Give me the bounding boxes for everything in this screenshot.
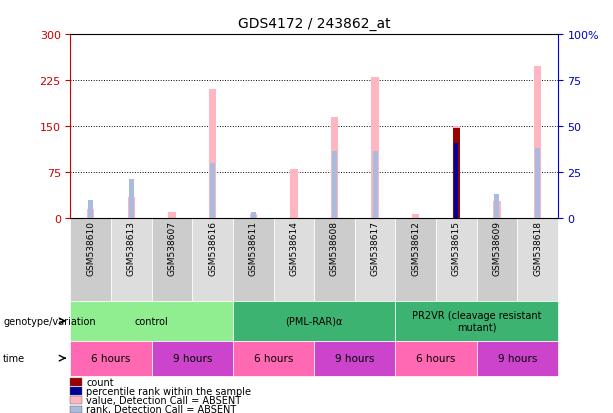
Bar	[454, 144, 458, 219]
Text: 6 hours: 6 hours	[254, 353, 293, 363]
Bar	[129, 179, 134, 219]
Bar	[290, 170, 297, 219]
Bar	[495, 195, 500, 219]
Bar	[210, 164, 215, 219]
Title: GDS4172 / 243862_at: GDS4172 / 243862_at	[238, 17, 390, 31]
Text: 9 hours: 9 hours	[173, 353, 212, 363]
Bar	[452, 127, 460, 219]
Text: PR2VR (cleavage resistant
mutant): PR2VR (cleavage resistant mutant)	[412, 310, 541, 332]
Bar	[169, 213, 176, 219]
Text: (PML-RAR)α: (PML-RAR)α	[286, 316, 343, 326]
Bar	[412, 214, 419, 219]
Text: 9 hours: 9 hours	[335, 353, 375, 363]
Bar	[453, 128, 460, 219]
Bar	[251, 213, 256, 219]
Bar	[331, 118, 338, 219]
Text: time: time	[3, 353, 25, 363]
Bar	[332, 152, 337, 219]
Text: 6 hours: 6 hours	[416, 353, 455, 363]
Bar	[371, 78, 379, 219]
Bar	[209, 90, 216, 219]
Bar	[493, 202, 501, 219]
Bar	[373, 152, 378, 219]
Text: 6 hours: 6 hours	[91, 353, 131, 363]
Text: percentile rank within the sample: percentile rank within the sample	[86, 386, 251, 396]
Text: control: control	[135, 316, 169, 326]
Bar	[128, 197, 135, 219]
Bar	[249, 214, 257, 219]
Text: genotype/variation: genotype/variation	[3, 316, 96, 326]
Bar	[454, 147, 459, 219]
Bar	[535, 148, 540, 219]
Text: rank, Detection Call = ABSENT: rank, Detection Call = ABSENT	[86, 404, 237, 413]
Bar	[87, 210, 94, 219]
Text: value, Detection Call = ABSENT: value, Detection Call = ABSENT	[86, 395, 242, 405]
Bar	[534, 67, 541, 219]
Text: count: count	[86, 377, 114, 387]
Bar	[88, 201, 93, 219]
Text: 9 hours: 9 hours	[498, 353, 537, 363]
